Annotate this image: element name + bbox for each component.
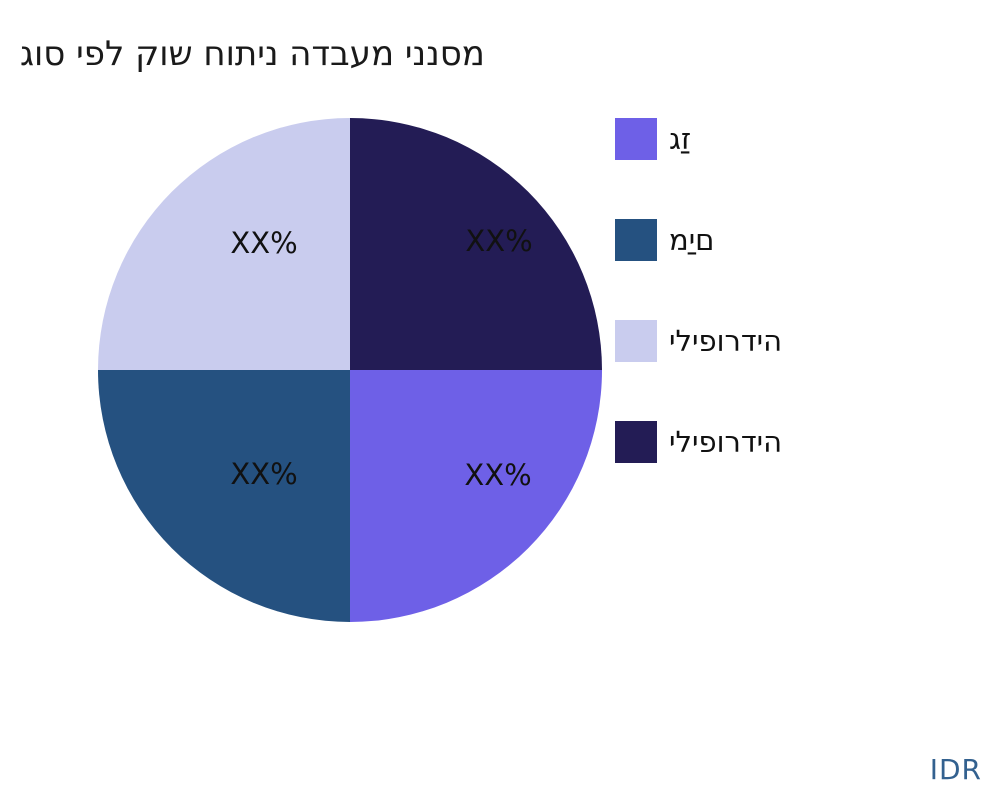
legend-item: זַג xyxy=(615,118,782,160)
legend-label: םיַמ xyxy=(669,223,715,257)
pie-slice-top-right xyxy=(350,118,602,370)
legend-item: םיַמ xyxy=(615,219,782,261)
legend-item: הידרופילי xyxy=(615,320,782,362)
slice-percentage-label-bottom-left: XX% xyxy=(230,457,298,491)
currency-code-label: IDR xyxy=(929,753,982,786)
legend-swatch-icon xyxy=(615,421,657,463)
legend-swatch-icon xyxy=(615,219,657,261)
legend-swatch-icon xyxy=(615,118,657,160)
legend-item: הידרופילי xyxy=(615,421,782,463)
legend-label: זַג xyxy=(669,122,691,156)
legend: זַג םיַמ הידרופילי הידרופילי xyxy=(615,118,782,463)
slice-percentage-label-top-left: XX% xyxy=(230,226,298,260)
slice-percentage-label-bottom-right: XX% xyxy=(464,458,532,492)
pie-slice-bottom-left xyxy=(98,370,350,622)
pie-slice-top-left xyxy=(98,118,350,370)
chart-title: מסנני מעבדה ניתוח שוק לפי סוג xyxy=(20,34,485,74)
slice-percentage-label-top-right: XX% xyxy=(465,224,533,258)
pie-slice-bottom-right xyxy=(350,370,602,622)
legend-label: הידרופילי xyxy=(669,324,783,358)
legend-label: הידרופילי xyxy=(669,425,783,459)
legend-swatch-icon xyxy=(615,320,657,362)
